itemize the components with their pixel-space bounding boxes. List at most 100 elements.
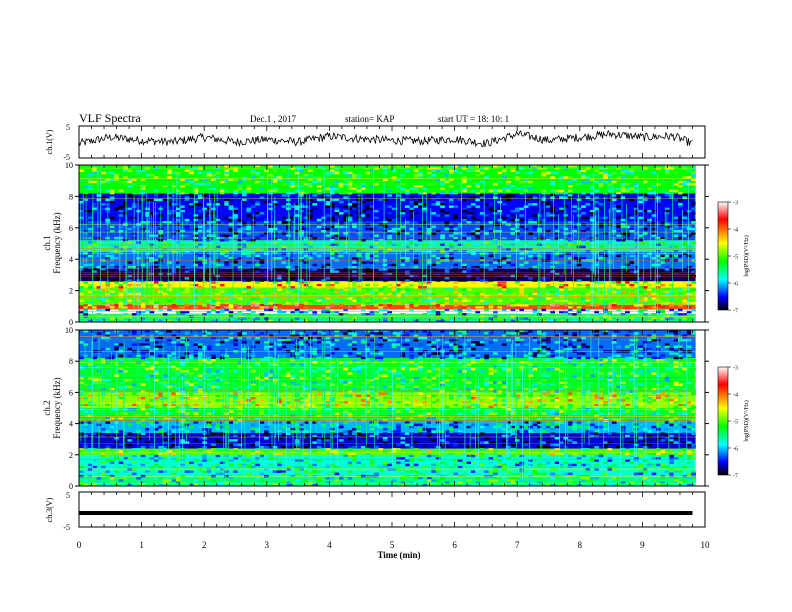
spec1-cell [519,207,525,211]
spec1-cell [246,292,252,296]
spec2-cell [277,343,282,346]
spec1-cell [255,301,260,305]
spec1-cell [678,245,683,249]
spec1-cell [365,292,370,296]
spec1-cell [334,171,340,175]
ch1-channel-label: ch.1 [42,235,52,250]
spec1-cell [576,279,582,282]
spec1-cell [682,216,688,220]
spec1-cell [396,227,401,231]
spec1-cell [171,212,177,215]
station-label: station= KAP [345,114,394,124]
spec1-cell [493,286,498,289]
spec1-cell [506,317,511,320]
spec1-cell [435,250,441,253]
spec1-cell [175,212,181,215]
spec2-cell [79,448,84,451]
spec1-cell [537,174,542,177]
spec1-cell [211,286,216,289]
spec2-cell [189,474,194,478]
spec1-cell [250,288,256,291]
spec1-cell [237,225,243,229]
spec1-cell [347,187,353,190]
spec1-cell [316,178,322,181]
spec1-cell [519,257,525,260]
spec1-cell [550,306,555,309]
spec1-cell [519,292,525,296]
spec1-cell [554,261,560,264]
spec1-cell [369,198,375,202]
spec2-cell [92,403,97,406]
spec1-cell [475,268,481,271]
spec1-cell [316,225,322,229]
spec1-cell [426,281,432,285]
spec1-cell [422,187,428,190]
spec1-cell [233,268,238,271]
spec2-cell [277,430,282,433]
spec1-cell [449,234,454,237]
spec1-cell [506,245,511,249]
spec1-cell [466,165,472,168]
spec1-cell [140,171,146,175]
spec1-cell [660,180,666,184]
spec1-cell [409,304,414,307]
spec1-cell [519,283,525,287]
spec1-cell [435,169,441,172]
spec1-cell [175,310,181,314]
spec1-cell [233,313,238,316]
spec1-cell [409,214,414,217]
spec1-cell [330,232,335,235]
spec1-cell [228,274,234,278]
spec1-cell [559,254,564,258]
spec2-cell [189,465,194,469]
spec1-cell [633,174,639,177]
spec1-cell [259,212,265,215]
spec1-cell [475,301,481,305]
spec2-cell [316,439,322,442]
spec1-cell [510,304,516,307]
spec1-cell [206,299,212,303]
spec1-cell [268,189,274,193]
spec1-cell [387,241,392,244]
spec2-cell [237,403,243,406]
spec1-cell [545,257,551,260]
spec1-cell [391,169,397,172]
spec1-cell [532,250,538,253]
spec2-cell [215,383,221,386]
spec2-cell [268,392,274,395]
spec2-cell [219,341,225,344]
spec1-cell [281,245,287,249]
spec2-cell [127,474,133,478]
spec1-cell [303,216,309,220]
spec1-cell [382,297,388,300]
spec2-cell [79,432,84,435]
spec1-cell [352,265,357,269]
spec1-cell [682,317,688,320]
spec1-cell [475,198,481,202]
spec1-cell [382,304,388,307]
spec1-cell [576,263,582,267]
spec1-cell [431,310,436,314]
spec1-cell [400,225,406,229]
spec2-cell [140,474,146,478]
spec2-cell [233,374,238,378]
spec1-cell [396,194,401,197]
spec2-cell [215,432,221,435]
spec1-cell [167,203,172,206]
spec1-cell [184,221,190,224]
spec1-cell [625,272,630,276]
spec2-cell [140,363,146,366]
spec1-cell [237,239,243,242]
spec1-cell [193,198,199,202]
spec1-cell [303,317,309,320]
spec1-cell [501,169,507,172]
spec2-cell [294,439,300,442]
spec1-cell [550,301,555,305]
spec2-cell [109,474,115,478]
spec2-cell [211,354,216,357]
spec1-cell [255,248,260,251]
spec1-cell [303,194,309,197]
spec1-cell [616,239,621,242]
spec2-cell [162,374,168,378]
spec1-cell [515,180,520,184]
